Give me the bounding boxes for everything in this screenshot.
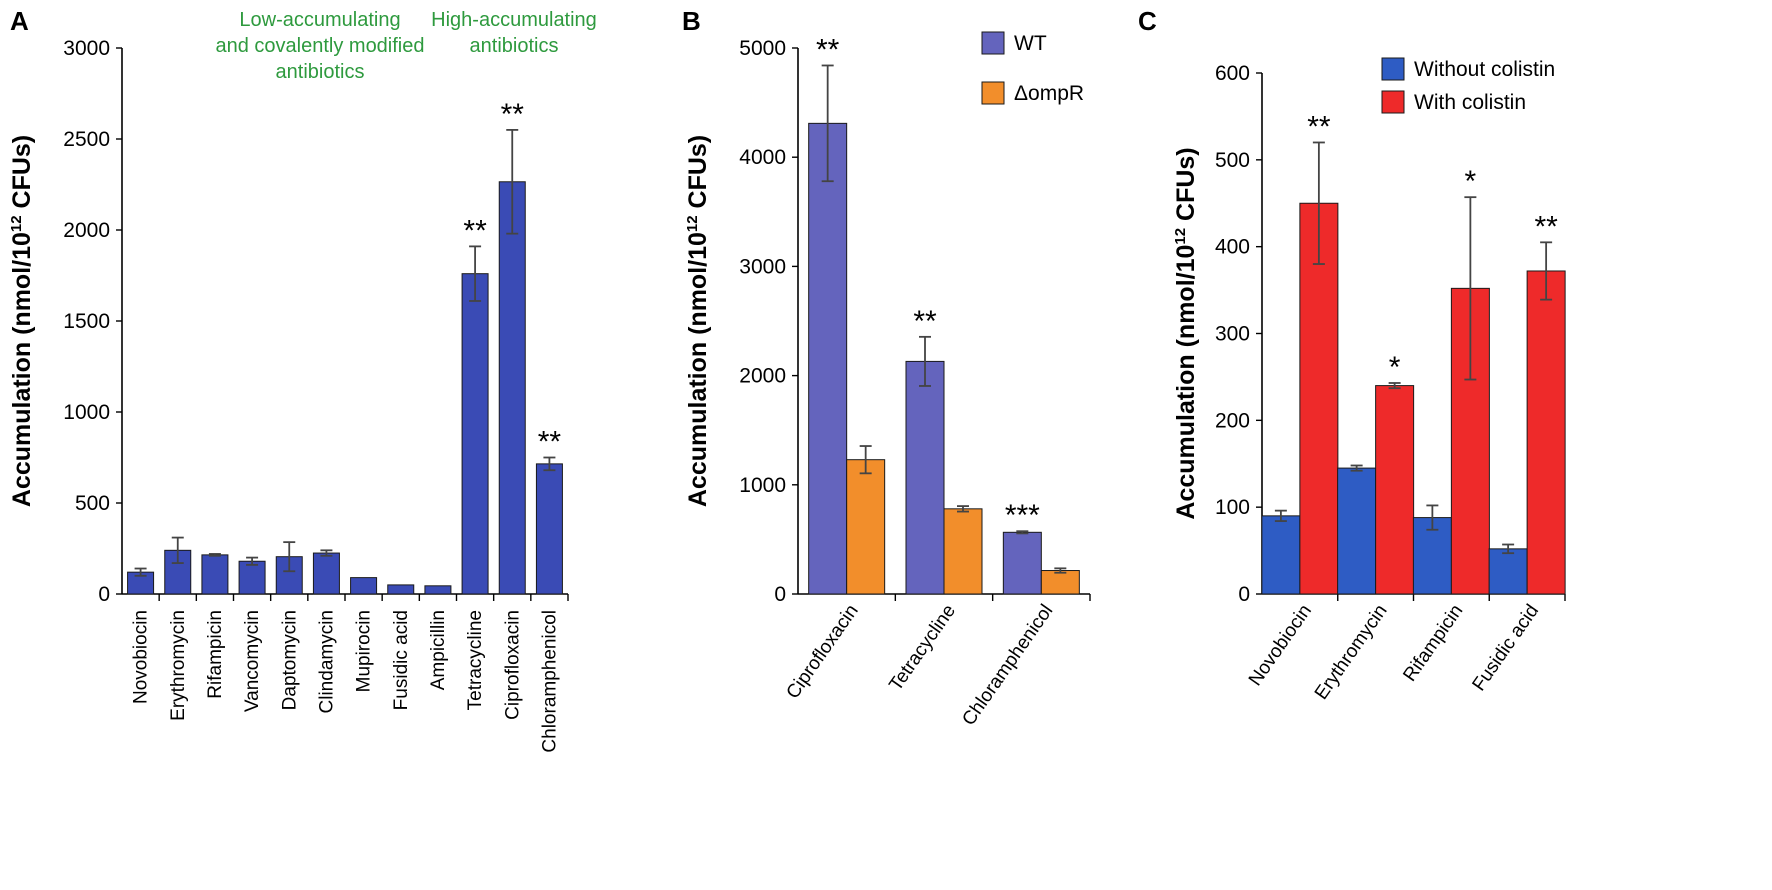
bar-chloramphenicol-0 xyxy=(1002,531,1042,595)
panel-c: C Accumulation (nmol/1012 CFUs) 0 100 200 300… xyxy=(1138,6,1566,704)
panel-letter: C xyxy=(1138,6,1157,36)
y-tick-label: 2500 xyxy=(63,128,110,151)
y-tick-label: 4000 xyxy=(739,146,786,169)
group-label: antibiotics xyxy=(276,61,365,83)
panel-letter: A xyxy=(10,6,29,36)
x-tick-label: Ciprofloxacin xyxy=(502,610,523,720)
y-tick-label: 3000 xyxy=(739,255,786,278)
x-tick-label: Tetracycline xyxy=(465,610,486,710)
x-tick-label: Ampicillin xyxy=(428,610,449,690)
x-tick-label: Tetracycline xyxy=(885,601,960,695)
significance-marker: *** xyxy=(1005,499,1040,532)
panel-b: B Accumulation (nmol/1012 CFUs) 0 1000 2000 3… xyxy=(682,6,1091,730)
significance-marker: ** xyxy=(463,214,487,247)
bar-ciprofloxacin-1 xyxy=(846,459,886,595)
bar-novobiocin-1 xyxy=(1299,202,1339,595)
bar-tetracycline-1 xyxy=(943,508,983,595)
significance-marker: ** xyxy=(1534,210,1558,243)
y-tick-label: 3000 xyxy=(63,37,110,60)
x-tick-label: Vancomycin xyxy=(242,610,263,712)
y-axis-label: Accumulation (nmol/1012 CFUs) xyxy=(1172,147,1200,519)
y-tick-label: 400 xyxy=(1215,236,1250,259)
x-tick-label: Novobiocin xyxy=(1245,601,1316,690)
bar-chloramphenicol-1 xyxy=(1040,570,1080,595)
significance-marker: ** xyxy=(538,426,562,459)
y-tick-label: 100 xyxy=(1215,496,1250,519)
legend-swatch xyxy=(981,31,1005,55)
group-label: High-accumulating xyxy=(431,9,597,31)
y-tick-label: 500 xyxy=(1215,149,1250,172)
y-tick-label: 200 xyxy=(1215,409,1250,432)
y-tick-label: 0 xyxy=(98,583,110,606)
y-tick-label: 0 xyxy=(1238,583,1250,606)
x-tick-label: Ciprofloxacin xyxy=(783,601,863,703)
x-tick-label: Daptomycin xyxy=(279,610,300,710)
y-tick-label: 5000 xyxy=(739,37,786,60)
bar-vancomycin xyxy=(238,560,266,595)
y-tick-label: 2000 xyxy=(63,219,110,242)
x-tick-label: Mupirocin xyxy=(354,610,375,692)
bar-ciprofloxacin-0 xyxy=(808,122,848,595)
significance-marker: ** xyxy=(816,33,840,66)
bar-clindamycin xyxy=(312,552,340,595)
bar-ampicillin xyxy=(424,585,452,595)
y-tick-label: 500 xyxy=(75,492,110,515)
bar-novobiocin-0 xyxy=(1261,515,1301,595)
y-tick-label: 0 xyxy=(774,583,786,606)
y-tick-label: 2000 xyxy=(739,365,786,388)
bar-erythromycin-0 xyxy=(1337,467,1377,595)
x-tick-label: Fusidic acid xyxy=(391,610,412,710)
bar-fusidic-acid-0 xyxy=(1488,548,1528,595)
bar-fusidic-acid-1 xyxy=(1526,270,1566,595)
significance-marker: * xyxy=(1389,351,1401,384)
x-tick-label: Rifampicin xyxy=(205,610,226,699)
legend: WT ΔompR xyxy=(981,31,1084,105)
bar-tetracycline-0 xyxy=(905,360,945,595)
bar-mupirocin xyxy=(350,577,378,595)
y-tick-label: 1000 xyxy=(63,401,110,424)
group-label: Low-accumulating xyxy=(239,9,400,31)
bar-ciprofloxacin xyxy=(498,181,526,595)
legend-label: Without colistin xyxy=(1414,58,1555,81)
x-tick-label: Clindamycin xyxy=(316,610,337,713)
x-tick-label: Chloramphenicol xyxy=(958,601,1057,730)
panel-letter: B xyxy=(682,6,701,36)
bar-tetracycline xyxy=(461,273,489,595)
significance-marker: ** xyxy=(1307,110,1331,143)
x-tick-label: Erythromycin xyxy=(168,610,189,721)
panel-a: A Accumulation (nmol/1012 CFUs) 0 500 1000 15… xyxy=(8,6,597,753)
y-tick-label: 1500 xyxy=(63,310,110,333)
x-tick-label: Erythromycin xyxy=(1311,601,1392,704)
significance-marker: ** xyxy=(913,305,937,338)
legend-label: With colistin xyxy=(1414,91,1526,114)
group-label: antibiotics xyxy=(470,35,559,57)
y-axis-label: Accumulation (nmol/1012 CFUs) xyxy=(684,135,712,507)
group-label: and covalently modified xyxy=(215,35,424,57)
x-tick-label: Chloramphenicol xyxy=(539,610,560,753)
x-tick-label: Fusidic acid xyxy=(1468,601,1543,695)
legend: Without colistin With colistin xyxy=(1381,57,1555,114)
legend-swatch xyxy=(1381,57,1405,81)
bar-rifampicin xyxy=(201,554,229,595)
legend-swatch xyxy=(1381,90,1405,114)
legend-label: ΔompR xyxy=(1014,82,1084,105)
y-tick-label: 1000 xyxy=(739,474,786,497)
y-tick-label: 600 xyxy=(1215,62,1250,85)
y-axis-label: Accumulation (nmol/1012 CFUs) xyxy=(8,135,36,507)
significance-marker: ** xyxy=(501,98,525,131)
bar-fusidic-acid xyxy=(387,584,415,595)
significance-marker: * xyxy=(1465,165,1477,198)
bar-erythromycin-1 xyxy=(1375,385,1415,595)
y-tick-label: 300 xyxy=(1215,323,1250,346)
legend-label: WT xyxy=(1014,32,1047,55)
x-tick-label: Novobiocin xyxy=(131,610,152,704)
legend-swatch xyxy=(981,81,1005,105)
x-tick-label: Rifampicin xyxy=(1399,601,1467,686)
bar-chloramphenicol xyxy=(535,463,563,595)
